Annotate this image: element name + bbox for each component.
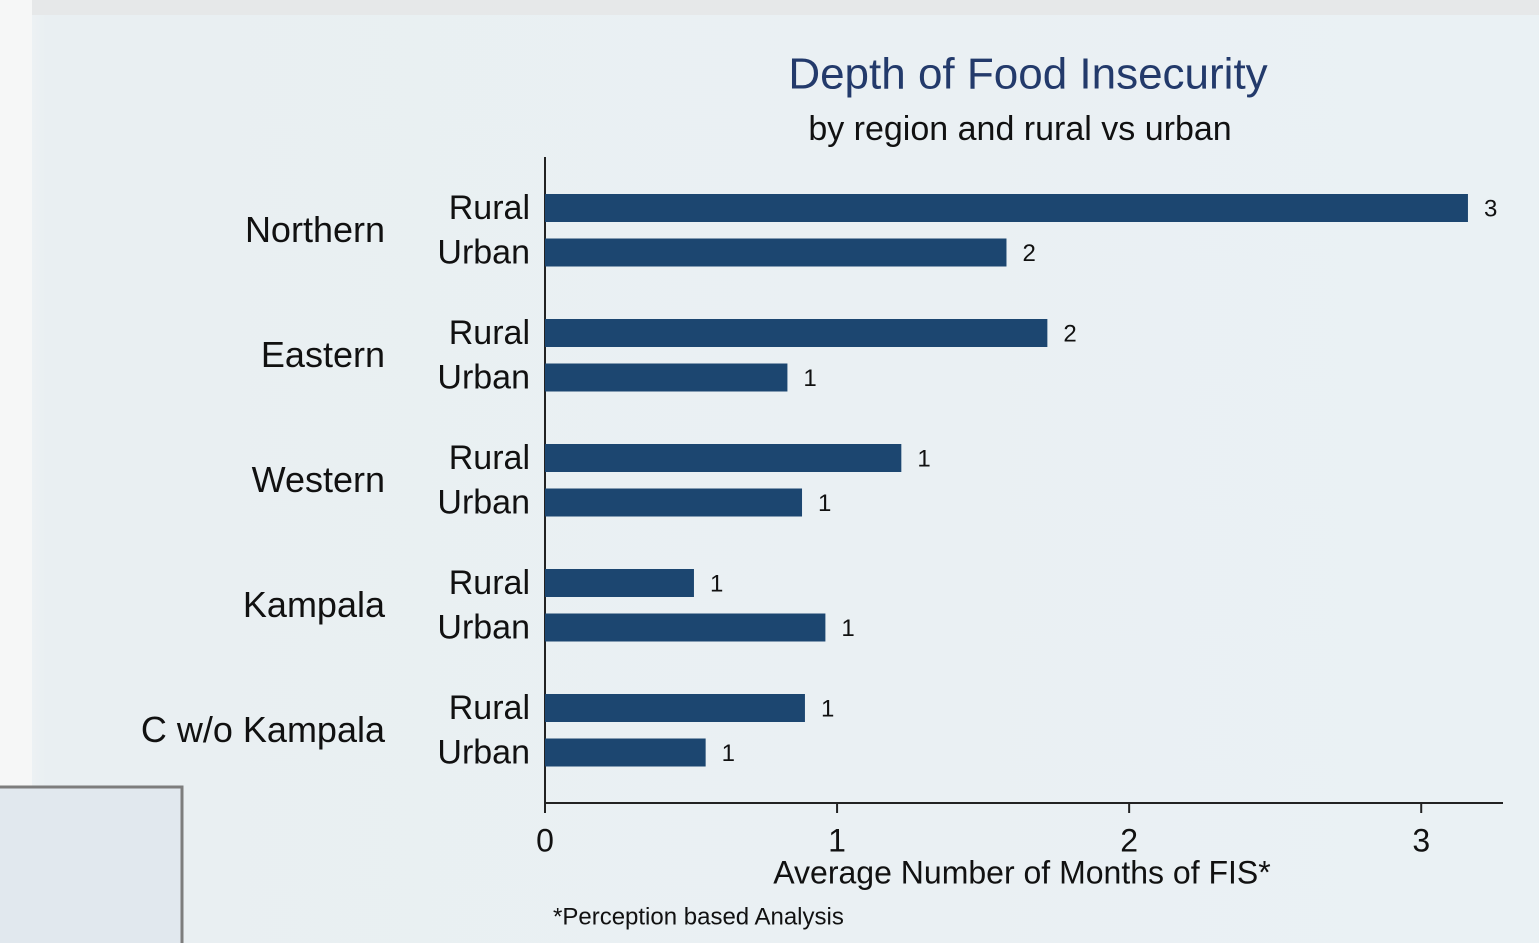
value-label: 1 — [803, 365, 816, 392]
top-strip — [0, 0, 1539, 15]
chart-subtitle: by region and rural vs urban — [808, 110, 1231, 148]
category-label: Kampala — [243, 584, 386, 625]
bar — [545, 488, 803, 517]
row-label: Urban — [437, 233, 530, 271]
value-label: 1 — [917, 445, 930, 472]
category-label: Western — [252, 459, 385, 500]
value-label: 1 — [821, 695, 834, 722]
value-label: 2 — [1063, 320, 1076, 347]
value-label: 1 — [841, 615, 854, 642]
x-tick-label: 2 — [1120, 822, 1138, 858]
chart-title: Depth of Food Insecurity — [788, 50, 1267, 99]
row-label: Urban — [437, 733, 530, 771]
category-label: C w/o Kampala — [141, 709, 386, 750]
bar — [545, 694, 805, 722]
row-label: Rural — [449, 439, 530, 477]
value-label: 1 — [710, 570, 723, 597]
bar — [545, 319, 1048, 347]
bar — [545, 444, 902, 472]
footnote: *Perception based Analysis — [553, 903, 844, 930]
bar — [545, 194, 1468, 222]
x-tick-label: 3 — [1412, 822, 1430, 858]
x-tick-label: 1 — [828, 822, 846, 858]
row-label: Urban — [437, 608, 530, 646]
x-axis-title: Average Number of Months of FIS* — [773, 854, 1270, 890]
value-label: 1 — [722, 740, 735, 767]
category-label: Eastern — [261, 334, 385, 375]
row-label: Rural — [449, 689, 530, 727]
row-label: Urban — [437, 358, 530, 396]
bar — [545, 738, 706, 767]
value-label: 3 — [1484, 195, 1497, 222]
value-label: 1 — [818, 490, 831, 517]
bar — [545, 363, 788, 392]
value-label: 2 — [1022, 240, 1035, 267]
row-label: Rural — [449, 189, 530, 227]
row-label: Rural — [449, 314, 530, 352]
category-label: Northern — [245, 209, 385, 250]
row-label: Urban — [437, 483, 530, 521]
bar — [545, 238, 1007, 267]
row-label: Rural — [449, 564, 530, 602]
corner-box — [0, 785, 184, 943]
bar — [545, 613, 826, 642]
bar — [545, 569, 694, 597]
x-tick-label: 0 — [536, 822, 554, 858]
